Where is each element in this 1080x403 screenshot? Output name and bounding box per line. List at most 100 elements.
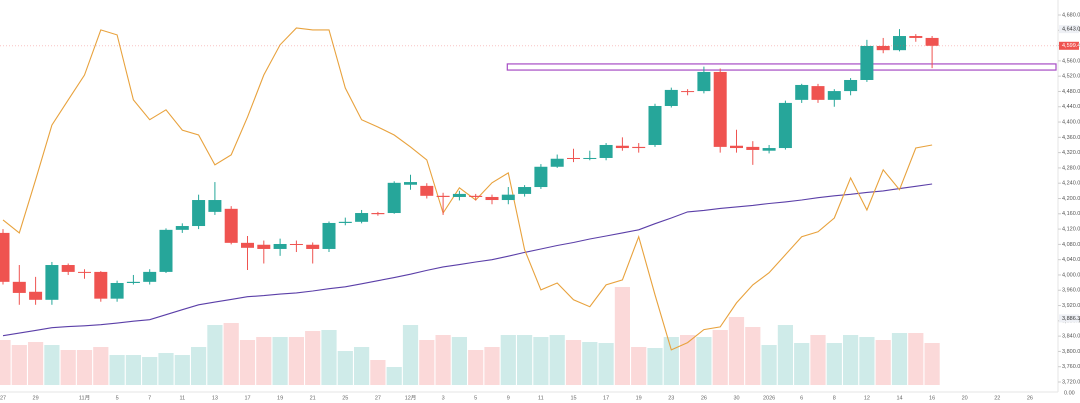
candle-body: [371, 213, 385, 215]
candle-body: [0, 232, 10, 282]
candle-body: [159, 229, 173, 272]
volume-bar: [109, 355, 125, 385]
candle-body: [697, 71, 711, 92]
candle-body: [29, 291, 43, 300]
candle-body: [909, 36, 923, 38]
marker-tag: [1059, 314, 1079, 323]
candle-body: [404, 182, 417, 185]
candle-body: [12, 281, 26, 293]
x-tick-label: 11月: [79, 394, 90, 401]
candle-body: [452, 193, 466, 197]
x-tick-label: 22: [994, 395, 1000, 401]
volume-bar: [451, 337, 467, 385]
x-tick-label: 27: [375, 395, 381, 401]
x-tick-label: 15: [570, 395, 576, 401]
volume-bar: [256, 337, 272, 385]
x-tick-label: 3: [442, 395, 445, 401]
volume-bar: [875, 340, 891, 385]
volume-bar: [28, 342, 44, 385]
candle-body: [78, 271, 91, 273]
x-tick-label: 6: [800, 395, 803, 401]
x-tick-label: 23: [668, 395, 674, 401]
zone-box: [506, 63, 1057, 71]
y-tick-label: 4,400.00: [1062, 119, 1080, 125]
candle-body: [681, 91, 695, 93]
volume-bar: [728, 317, 745, 385]
volume-bar: [76, 350, 93, 385]
volume-bar: [614, 287, 630, 385]
volume-bar: [44, 345, 60, 385]
x-tick-label: 21: [310, 395, 316, 401]
y-tick-label: 4,040.00: [1062, 257, 1080, 263]
x-tick-label: 12月: [405, 394, 417, 401]
volume-bar: [549, 335, 565, 385]
volume-bar: [647, 348, 663, 385]
y-tick-label: 4,080.00: [1062, 242, 1080, 248]
y-tick-label: 4,200.00: [1062, 196, 1080, 202]
candle-body: [827, 91, 841, 100]
candle-body: [208, 200, 222, 212]
volume-bar: [191, 347, 207, 385]
y-tick-label: 4,280.00: [1062, 165, 1080, 171]
candle-body: [224, 208, 238, 243]
volume-bar: [500, 335, 516, 385]
x-tick-label: 8: [833, 395, 836, 401]
x-tick-label: 26: [701, 395, 707, 401]
x-tick-label: 14: [896, 395, 902, 401]
candle-body: [420, 185, 434, 196]
y-tick-label: 4,160.00: [1062, 211, 1080, 217]
indicator-line: [2, 183, 933, 337]
candle-body: [583, 157, 597, 159]
x-tick-label: 11: [538, 395, 544, 401]
indicator-line: [2, 27, 933, 351]
volume-bar: [777, 325, 793, 385]
x-tick-label: 27: [0, 395, 6, 401]
volume-bar: [663, 337, 679, 385]
x-tick-label: 2026: [763, 395, 775, 401]
volume-bar: [142, 357, 158, 385]
candle-body: [469, 195, 483, 197]
volume-bar: [484, 347, 500, 385]
candle-body: [615, 145, 629, 149]
candle-body: [485, 196, 499, 201]
y-tick-label: 4,560.00: [1062, 58, 1080, 64]
volume-bar: [337, 351, 353, 385]
volume-bar: [745, 327, 761, 385]
x-tick-label: 17: [603, 395, 609, 401]
candle-body: [876, 45, 890, 51]
volume-bar: [859, 337, 875, 385]
volume-bar: [207, 325, 223, 385]
y-tick-label: 4,320.00: [1062, 150, 1080, 156]
x-tick-label: 7: [148, 395, 151, 401]
candle-body: [306, 244, 320, 249]
candle-body: [893, 36, 906, 51]
y-tick-label: 3,800.00: [1062, 349, 1080, 355]
marker-label: 4,643.04: [1062, 27, 1080, 33]
candle-body: [599, 144, 613, 158]
volume-bar: [924, 343, 940, 385]
y-tick-label: 4,520.00: [1062, 74, 1080, 80]
x-tick-label: 5: [116, 395, 119, 401]
volume-bar: [435, 335, 451, 385]
x-tick-label: 16: [929, 395, 935, 401]
candle-body: [925, 37, 939, 46]
candle-body: [713, 71, 727, 147]
candle-body: [338, 221, 352, 223]
volume-bar: [370, 360, 386, 385]
volume-bar: [712, 330, 728, 385]
x-tick-label: 13: [212, 395, 218, 401]
candle-body: [795, 84, 809, 100]
candle-body: [632, 146, 646, 149]
x-tick-label: 29: [33, 395, 39, 401]
y-tick-label: 3,840.00: [1062, 334, 1080, 340]
candle-body: [175, 226, 189, 230]
x-tick-label: 5: [474, 395, 477, 401]
volume-bar: [696, 337, 712, 385]
candle-body: [811, 86, 825, 100]
candle-body: [61, 265, 75, 272]
x-tick-label: 17: [244, 395, 250, 401]
volume-bar: [354, 347, 370, 385]
y-tick-label: 4,240.00: [1062, 181, 1080, 187]
volume-bar: [761, 345, 777, 385]
volume-bar: [598, 343, 614, 385]
